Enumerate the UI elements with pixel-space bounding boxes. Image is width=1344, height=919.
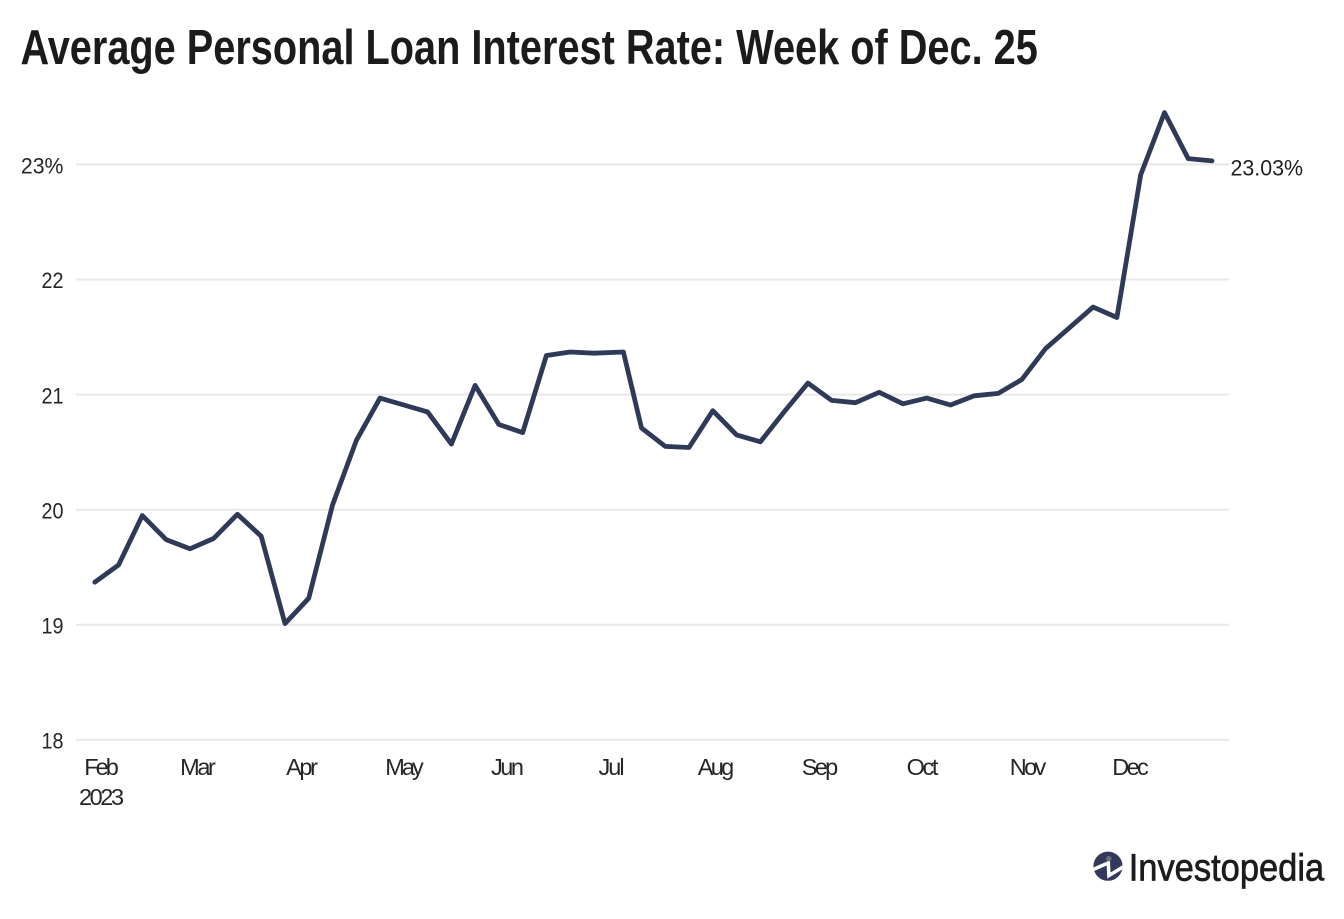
svg-text:Sep: Sep (802, 754, 838, 780)
svg-text:Aug: Aug (698, 754, 734, 780)
svg-text:Oct: Oct (907, 754, 939, 780)
svg-text:Feb: Feb (84, 754, 119, 780)
svg-text:19: 19 (42, 614, 64, 639)
svg-text:23.03%: 23.03% (1231, 156, 1304, 181)
svg-text:20: 20 (42, 498, 64, 523)
svg-text:Nov: Nov (1010, 754, 1047, 780)
svg-text:Apr: Apr (286, 754, 318, 780)
svg-text:Jun: Jun (491, 754, 524, 780)
svg-text:Jul: Jul (598, 754, 624, 780)
svg-text:22: 22 (42, 268, 64, 293)
svg-text:21: 21 (42, 383, 64, 408)
svg-text:Mar: Mar (180, 754, 216, 780)
svg-text:Average Personal Loan Interest: Average Personal Loan Interest Rate: Wee… (21, 20, 1038, 75)
svg-text:18: 18 (42, 729, 64, 754)
svg-text:Dec: Dec (1112, 754, 1149, 780)
svg-text:May: May (385, 754, 424, 780)
svg-text:23%: 23% (21, 153, 64, 178)
svg-text:Investopedia: Investopedia (1129, 847, 1325, 890)
svg-text:2023: 2023 (79, 784, 124, 810)
